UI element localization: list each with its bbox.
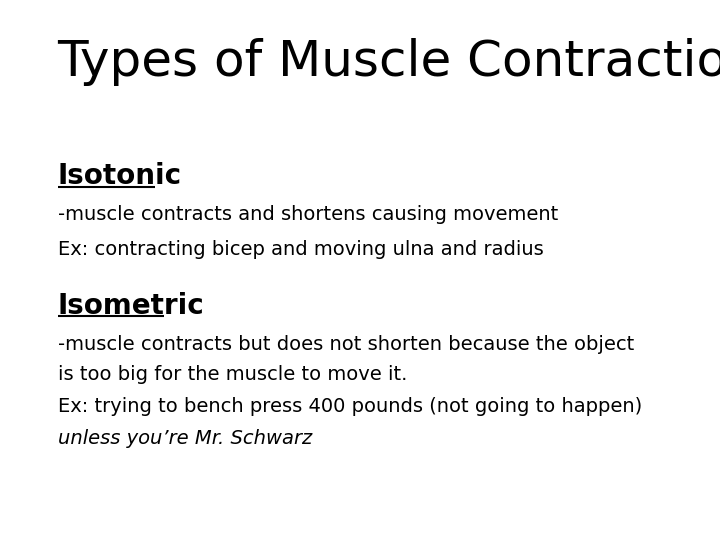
Text: -muscle contracts and shortens causing movement: -muscle contracts and shortens causing m…: [58, 205, 558, 224]
Text: Isotonic: Isotonic: [58, 162, 181, 190]
Text: unless you’re Mr. Schwarz: unless you’re Mr. Schwarz: [58, 429, 312, 448]
Text: -muscle contracts but does not shorten because the object: -muscle contracts but does not shorten b…: [58, 335, 634, 354]
Text: Isometric: Isometric: [58, 292, 204, 320]
Text: Ex: trying to bench press 400 pounds (not going to happen): Ex: trying to bench press 400 pounds (no…: [58, 397, 642, 416]
Text: is too big for the muscle to move it.: is too big for the muscle to move it.: [58, 364, 407, 383]
Text: Ex: contracting bicep and moving ulna and radius: Ex: contracting bicep and moving ulna an…: [58, 240, 544, 259]
Text: Types of Muscle Contractions: Types of Muscle Contractions: [58, 38, 720, 86]
